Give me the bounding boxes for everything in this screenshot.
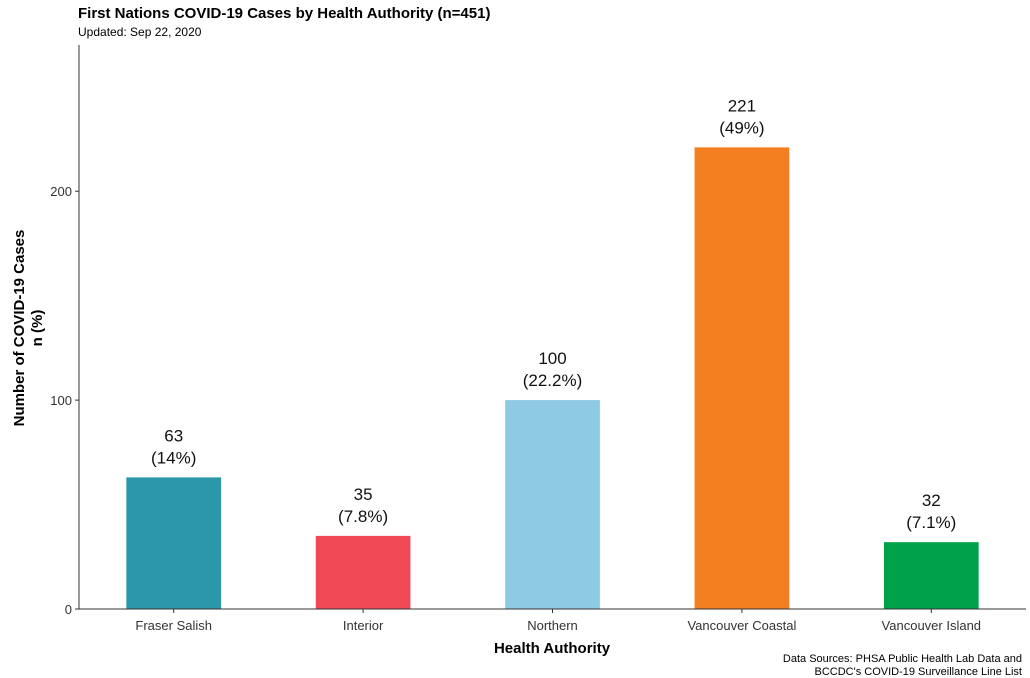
bar-vancouver-island: [883, 542, 979, 609]
data-label-percent: (22.2%): [523, 371, 583, 390]
y-tick-label: 200: [50, 184, 72, 199]
data-label-percent: (7.8%): [338, 507, 388, 526]
y-axis-title-line-1: Number of COVID-19 Cases: [11, 230, 28, 427]
data-labels-layer: 63 (14%) 35 (7.8%) 100 (22.2%) 221 (49%) 32 (7.1%…: [151, 96, 956, 532]
chart-subtitle: Updated: Sep 22, 2020: [78, 25, 202, 39]
data-label-value: 63: [164, 426, 183, 445]
x-tick-label: Vancouver Coastal: [687, 618, 796, 633]
data-label-value: 221: [728, 96, 756, 115]
data-label-value: 32: [922, 491, 941, 510]
data-label-percent: (14%): [151, 448, 196, 467]
y-axis-ticks: 0 100 200: [50, 184, 79, 617]
x-tick-label: Fraser Salish: [135, 618, 212, 633]
bar-interior: [315, 535, 411, 609]
y-tick-label: 100: [50, 393, 72, 408]
data-label-percent: (7.1%): [906, 513, 956, 532]
source-note-line-2: BCCDC's COVID-19 Surveillance Line List: [814, 666, 1022, 678]
bar-vancouver-coastal: [694, 147, 790, 609]
y-tick-label: 0: [65, 602, 72, 617]
x-tick-label: Northern: [527, 618, 578, 633]
bar-fraser-salish: [126, 477, 222, 609]
source-note-line-1: Data Sources: PHSA Public Health Lab Dat…: [783, 653, 1022, 665]
data-label-percent: (49%): [719, 118, 764, 137]
y-axis-title-line-2: n (%): [29, 310, 46, 347]
x-tick-label: Interior: [343, 618, 384, 633]
chart-title: First Nations COVID-19 Cases by Health A…: [78, 5, 490, 22]
data-label-value: 35: [354, 485, 373, 504]
x-tick-label: Vancouver Island: [882, 618, 982, 633]
y-axis-title: Number of COVID-19 Cases n (%): [11, 230, 46, 427]
x-axis-title: Health Authority: [494, 640, 611, 657]
data-label-value: 100: [538, 349, 566, 368]
x-axis-ticks: Fraser Salish Interior Northern Vancouver C…: [135, 609, 981, 633]
bars-layer: [126, 147, 979, 609]
bar-northern: [505, 400, 600, 609]
